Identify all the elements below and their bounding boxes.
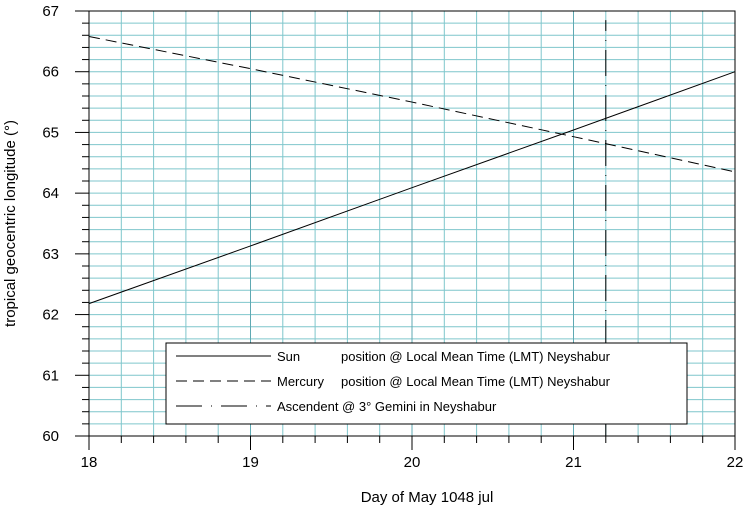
y-tick-label: 65 bbox=[42, 124, 59, 141]
x-tick-label: 22 bbox=[727, 454, 744, 471]
y-tick-label: 64 bbox=[42, 185, 59, 202]
x-axis-title: Day of May 1048 jul bbox=[361, 489, 494, 506]
legend: Sun position @ Local Mean Time (LMT) Neys… bbox=[165, 342, 688, 425]
y-tick-label: 66 bbox=[42, 64, 59, 81]
tick-labels: 18 19 20 21 22 60 61 62 63 64 65 66 67 bbox=[42, 3, 743, 471]
x-tick-label: 21 bbox=[565, 454, 582, 471]
legend-label-0: Sun bbox=[277, 349, 300, 364]
legend-label-1: Mercury bbox=[277, 374, 324, 389]
series-line-1 bbox=[88, 36, 736, 173]
x-tick-label: 19 bbox=[242, 454, 259, 471]
x-tick-label: 20 bbox=[404, 454, 421, 471]
y-tick-label: 62 bbox=[42, 307, 59, 324]
y-tick-label: 61 bbox=[42, 367, 59, 384]
ticks bbox=[75, 10, 736, 450]
legend-label-2: Ascendent @ 3° Gemini in Neyshabur bbox=[277, 399, 497, 414]
series-line-0 bbox=[88, 71, 736, 305]
y-axis-title: tropical geocentric longitude (°) bbox=[2, 120, 19, 327]
y-tick-label: 63 bbox=[42, 246, 59, 263]
y-tick-label: 60 bbox=[42, 428, 59, 445]
y-tick-label: 67 bbox=[42, 3, 59, 20]
x-tick-label: 18 bbox=[81, 454, 98, 471]
legend-label-suffix-1: position @ Local Mean Time (LMT) Neyshab… bbox=[341, 374, 611, 389]
legend-label-suffix-0: position @ Local Mean Time (LMT) Neyshab… bbox=[341, 349, 611, 364]
